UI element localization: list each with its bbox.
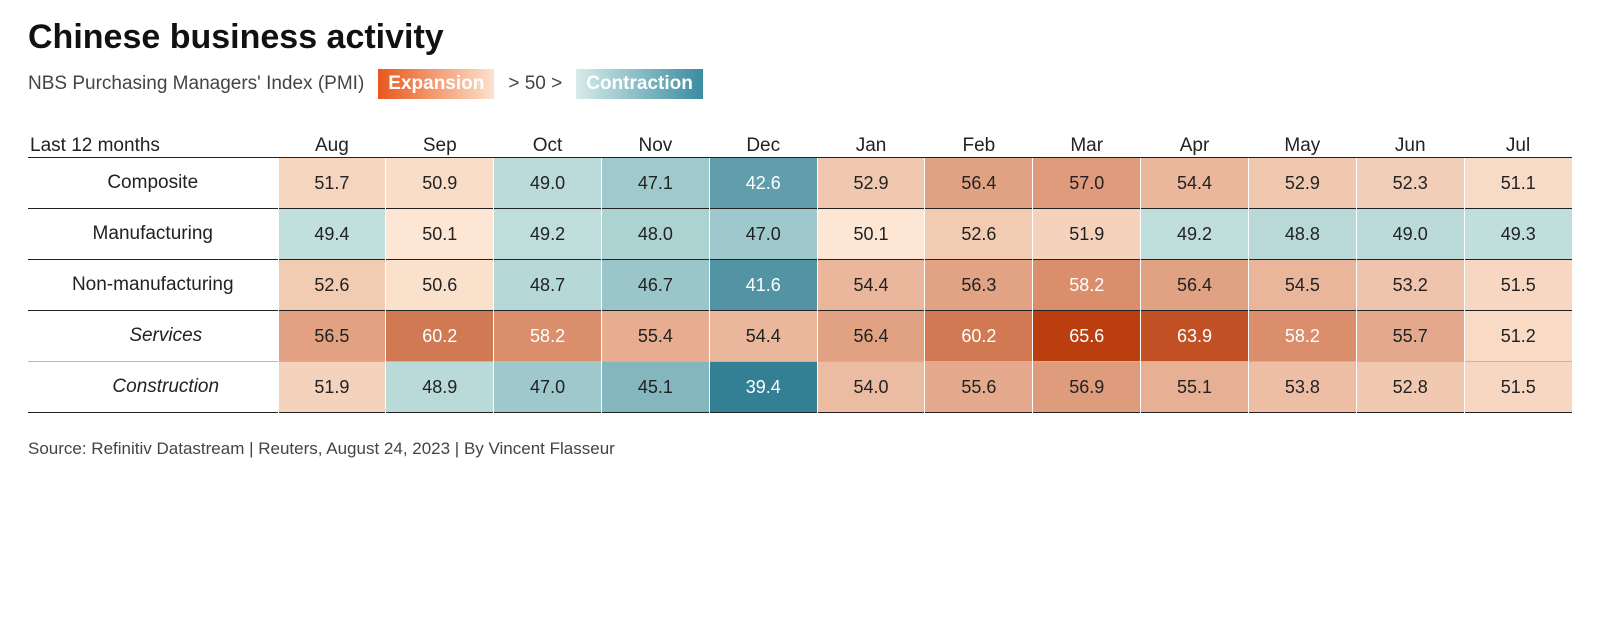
- chart-source: Source: Refinitiv Datastream | Reuters, …: [28, 439, 1572, 459]
- month-header: Feb: [925, 135, 1033, 158]
- heatmap-cell: 56.4: [1141, 260, 1249, 311]
- heatmap-cell: 51.1: [1464, 158, 1572, 209]
- heatmap-cell: 56.4: [925, 158, 1033, 209]
- heatmap-cell: 60.2: [925, 311, 1033, 362]
- heatmap-cell: 48.7: [494, 260, 602, 311]
- row-label: Non-manufacturing: [28, 260, 278, 311]
- heatmap-cell: 48.0: [601, 209, 709, 260]
- heatmap-cell: 46.7: [601, 260, 709, 311]
- month-header: Mar: [1033, 135, 1141, 158]
- heatmap-cell: 54.0: [817, 362, 925, 413]
- heatmap-cell: 58.2: [1248, 311, 1356, 362]
- month-header: Oct: [494, 135, 602, 158]
- heatmap-cell: 58.2: [1033, 260, 1141, 311]
- month-header: Aug: [278, 135, 386, 158]
- table-row: Construction51.948.947.045.139.454.055.6…: [28, 362, 1572, 413]
- heatmap-cell: 51.9: [278, 362, 386, 413]
- heatmap-cell: 49.2: [1141, 209, 1249, 260]
- month-header: Jan: [817, 135, 925, 158]
- heatmap-cell: 57.0: [1033, 158, 1141, 209]
- heatmap-cell: 49.0: [1356, 209, 1464, 260]
- heatmap-cell: 50.9: [386, 158, 494, 209]
- heatmap-cell: 56.5: [278, 311, 386, 362]
- pmi-heatmap-table: Last 12 months AugSepOctNovDecJanFebMarA…: [28, 135, 1572, 413]
- heatmap-cell: 48.8: [1248, 209, 1356, 260]
- heatmap-cell: 52.6: [925, 209, 1033, 260]
- heatmap-cell: 51.2: [1464, 311, 1572, 362]
- heatmap-cell: 51.7: [278, 158, 386, 209]
- heatmap-cell: 55.4: [601, 311, 709, 362]
- table-row: Non-manufacturing52.650.648.746.741.654.…: [28, 260, 1572, 311]
- month-header: Jul: [1464, 135, 1572, 158]
- heatmap-cell: 58.2: [494, 311, 602, 362]
- month-header: Apr: [1141, 135, 1249, 158]
- heatmap-cell: 53.8: [1248, 362, 1356, 413]
- heatmap-cell: 50.1: [386, 209, 494, 260]
- heatmap-cell: 56.3: [925, 260, 1033, 311]
- chart-subtitle: NBS Purchasing Managers' Index (PMI): [28, 73, 364, 95]
- row-label: Construction: [28, 362, 278, 413]
- heatmap-cell: 52.8: [1356, 362, 1464, 413]
- heatmap-cell: 55.1: [1141, 362, 1249, 413]
- row-label: Manufacturing: [28, 209, 278, 260]
- heatmap-cell: 55.6: [925, 362, 1033, 413]
- month-header: Nov: [601, 135, 709, 158]
- heatmap-cell: 52.3: [1356, 158, 1464, 209]
- row-label: Composite: [28, 158, 278, 209]
- heatmap-cell: 49.4: [278, 209, 386, 260]
- heatmap-cell: 51.9: [1033, 209, 1141, 260]
- heatmap-cell: 42.6: [709, 158, 817, 209]
- heatmap-cell: 63.9: [1141, 311, 1249, 362]
- month-header: Sep: [386, 135, 494, 158]
- heatmap-cell: 52.9: [1248, 158, 1356, 209]
- heatmap-cell: 47.0: [709, 209, 817, 260]
- heatmap-cell: 39.4: [709, 362, 817, 413]
- heatmap-cell: 52.9: [817, 158, 925, 209]
- heatmap-cell: 54.4: [817, 260, 925, 311]
- heatmap-cell: 56.4: [817, 311, 925, 362]
- heatmap-cell: 60.2: [386, 311, 494, 362]
- heatmap-cell: 49.3: [1464, 209, 1572, 260]
- heatmap-cell: 45.1: [601, 362, 709, 413]
- heatmap-cell: 41.6: [709, 260, 817, 311]
- heatmap-cell: 50.1: [817, 209, 925, 260]
- chart-subtitle-row: NBS Purchasing Managers' Index (PMI) Exp…: [28, 69, 1572, 99]
- table-body: Composite51.750.949.047.142.652.956.457.…: [28, 158, 1572, 413]
- table-corner-label: Last 12 months: [28, 135, 278, 158]
- heatmap-cell: 55.7: [1356, 311, 1464, 362]
- legend-contraction-badge: Contraction: [576, 69, 703, 99]
- heatmap-cell: 51.5: [1464, 362, 1572, 413]
- chart-title: Chinese business activity: [28, 18, 1572, 57]
- table-row: Services56.560.258.255.454.456.460.265.6…: [28, 311, 1572, 362]
- heatmap-cell: 48.9: [386, 362, 494, 413]
- heatmap-cell: 53.2: [1356, 260, 1464, 311]
- legend-expansion-badge: Expansion: [378, 69, 494, 99]
- heatmap-cell: 47.1: [601, 158, 709, 209]
- heatmap-cell: 54.4: [1141, 158, 1249, 209]
- month-header: May: [1248, 135, 1356, 158]
- table-row: Composite51.750.949.047.142.652.956.457.…: [28, 158, 1572, 209]
- heatmap-cell: 49.2: [494, 209, 602, 260]
- legend-separator: > 50 >: [508, 73, 562, 95]
- heatmap-cell: 65.6: [1033, 311, 1141, 362]
- heatmap-cell: 51.5: [1464, 260, 1572, 311]
- heatmap-cell: 54.4: [709, 311, 817, 362]
- heatmap-cell: 56.9: [1033, 362, 1141, 413]
- month-header: Dec: [709, 135, 817, 158]
- heatmap-cell: 54.5: [1248, 260, 1356, 311]
- row-label: Services: [28, 311, 278, 362]
- month-header: Jun: [1356, 135, 1464, 158]
- table-row: Manufacturing49.450.149.248.047.050.152.…: [28, 209, 1572, 260]
- heatmap-cell: 47.0: [494, 362, 602, 413]
- table-header-row: Last 12 months AugSepOctNovDecJanFebMarA…: [28, 135, 1572, 158]
- heatmap-cell: 52.6: [278, 260, 386, 311]
- heatmap-cell: 49.0: [494, 158, 602, 209]
- heatmap-cell: 50.6: [386, 260, 494, 311]
